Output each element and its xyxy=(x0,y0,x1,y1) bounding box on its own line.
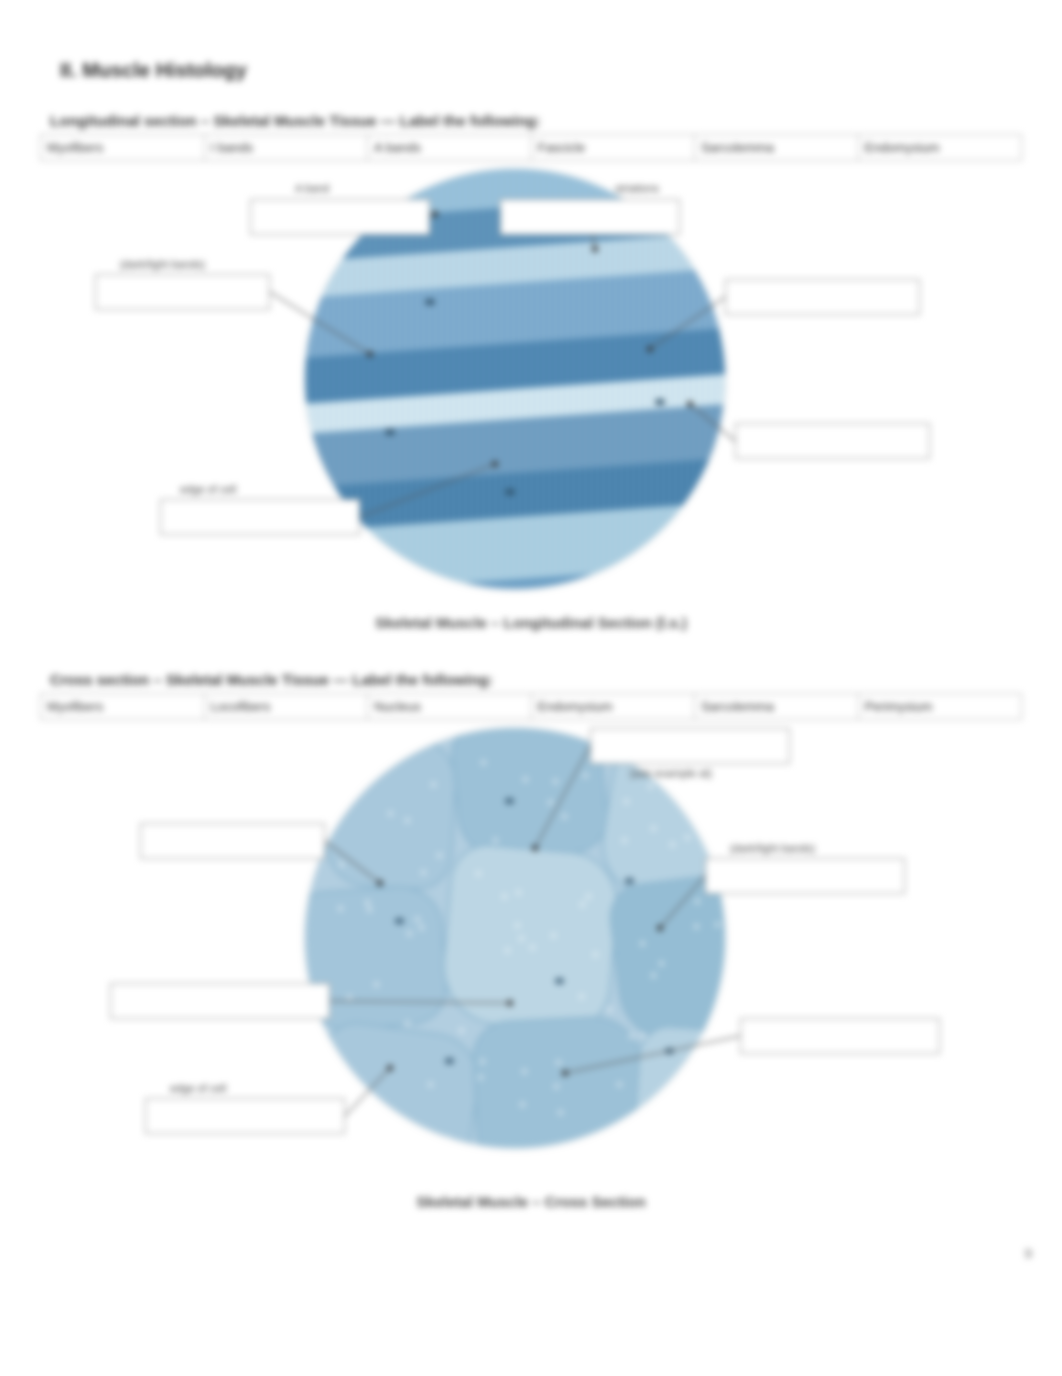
term-cell: Myofibers xyxy=(41,135,205,161)
label-mini: (dark/light bands) xyxy=(120,259,205,271)
page-number: 9 xyxy=(1025,1246,1032,1261)
answer-box[interactable] xyxy=(590,728,790,764)
answer-box[interactable] xyxy=(725,279,920,315)
answer-box[interactable] xyxy=(140,823,325,859)
section2-heading: Cross section – Skeletal Muscle Tissue —… xyxy=(50,672,1012,689)
term-cell: Myofibers xyxy=(41,694,205,720)
term-cell: A bands xyxy=(368,135,532,161)
term-cell: I bands xyxy=(204,135,368,161)
term-cell: Endomysium xyxy=(531,694,695,720)
term-cell: Perimysium xyxy=(858,694,1022,720)
micrograph-cross xyxy=(305,728,725,1148)
answer-box[interactable] xyxy=(705,858,905,894)
answer-box[interactable] xyxy=(735,423,930,459)
section1-figure: A band striations (dark/light bands) edge o… xyxy=(40,169,1022,609)
term-cell: Sarcolemma xyxy=(695,694,859,720)
section-cross: Cross section – Skeletal Muscle Tissue —… xyxy=(40,672,1022,1211)
section1-heading: Longitudinal section – Skeletal Muscle T… xyxy=(50,113,1012,130)
section1-term-table: Myofibers I bands A bands Fascicle Sarco… xyxy=(40,134,1022,161)
answer-box[interactable] xyxy=(500,199,680,235)
term-cell: Endomysium xyxy=(858,135,1022,161)
answer-box[interactable] xyxy=(95,274,270,310)
answer-box[interactable] xyxy=(160,499,360,535)
section2-term-table: Myofibers Locofibers Nucleus Endomysium … xyxy=(40,693,1022,720)
label-mini: striations xyxy=(615,183,659,195)
term-cell: Locofibers xyxy=(204,694,368,720)
page-title: II. Muscle Histology xyxy=(60,60,1022,83)
term-cell: Nucleus xyxy=(368,694,532,720)
answer-box[interactable] xyxy=(145,1098,345,1134)
term-cell: Sarcolemma xyxy=(695,135,859,161)
answer-box[interactable] xyxy=(110,983,330,1019)
answer-box[interactable] xyxy=(740,1018,940,1054)
term-cell: Fascicle xyxy=(531,135,695,161)
section-longitudinal: Longitudinal section – Skeletal Muscle T… xyxy=(40,113,1022,632)
label-mini: edge of cell xyxy=(180,484,236,496)
section1-caption: Skeletal Muscle – Longitudinal Section (… xyxy=(40,615,1022,632)
label-mini: A band xyxy=(295,183,329,195)
section2-figure: (see example at) (dark/light bands) edge o… xyxy=(40,728,1022,1188)
answer-box[interactable] xyxy=(250,199,430,235)
label-mini: edge of cell xyxy=(170,1083,226,1095)
section2-caption: Skeletal Muscle – Cross Section xyxy=(40,1194,1022,1211)
label-mini: (dark/light bands) xyxy=(730,843,815,855)
label-sub: (see example at) xyxy=(630,768,712,780)
